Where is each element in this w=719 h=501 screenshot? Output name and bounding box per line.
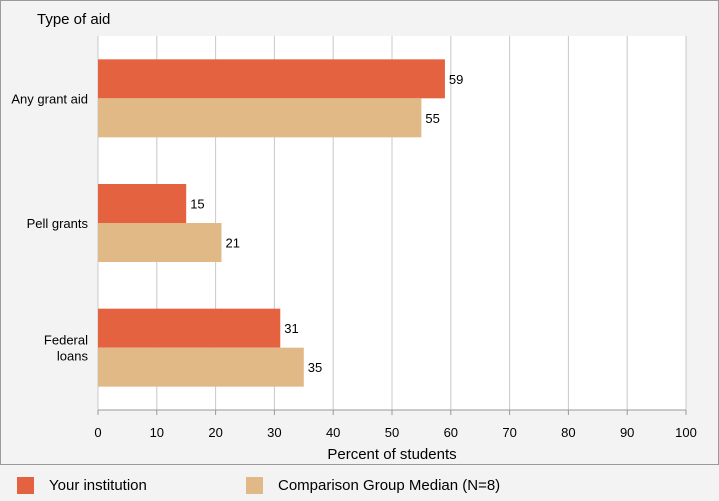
- bars: [98, 59, 445, 387]
- x-tick-label-60: 60: [444, 425, 458, 440]
- x-tick-label-10: 10: [150, 425, 164, 440]
- bar-any-grant-aid-your-institution: [98, 59, 445, 99]
- legend: Your institution Comparison Group Median…: [0, 464, 719, 501]
- legend-swatch-comparison-group: [246, 477, 263, 494]
- x-tick-label-0: 0: [94, 425, 101, 440]
- x-tick-label-40: 40: [326, 425, 340, 440]
- bar-federal-loans-your-institution: [98, 308, 281, 348]
- category-label-federal-loans-line-1: Federal: [44, 333, 88, 348]
- bar-federal-loans-comparison-group-median-n-8: [98, 347, 304, 387]
- data-labels: 59 55 15 21 31 35: [190, 72, 463, 375]
- data-label-federal-loans-your-institution: 31: [284, 321, 298, 336]
- bar-any-grant-aid-comparison-group-median-n-8: [98, 98, 422, 138]
- data-label-any-grant-aid-comparison-group-median-n-8: 55: [425, 111, 439, 126]
- legend-label-comparison-group: Comparison Group Median (N=8): [278, 477, 501, 494]
- x-axis-ticks: 0 10 20 30 40 50 60 70 80 90 100: [94, 410, 697, 440]
- x-tick-label-100: 100: [675, 425, 697, 440]
- x-tick-label-70: 70: [502, 425, 516, 440]
- data-label-pell-grants-comparison-group-median-n-8: 21: [225, 236, 239, 251]
- x-axis-title: Percent of students: [327, 446, 456, 463]
- x-tick-label-30: 30: [267, 425, 281, 440]
- category-label-pell-grants: Pell grants: [27, 216, 89, 231]
- category-label-any-grant-aid: Any grant aid: [11, 91, 88, 106]
- data-label-any-grant-aid-your-institution: 59: [449, 72, 463, 87]
- bar-pell-grants-comparison-group-median-n-8: [98, 223, 222, 262]
- category-label-federal-loans-line-2: loans: [57, 349, 89, 364]
- x-tick-label-90: 90: [620, 425, 634, 440]
- data-label-federal-loans-comparison-group-median-n-8: 35: [308, 360, 322, 375]
- legend-item-your-institution: Your institution: [17, 477, 147, 494]
- y-axis-title: Type of aid: [37, 11, 110, 28]
- legend-item-comparison-group: Comparison Group Median (N=8): [246, 477, 500, 494]
- x-tick-label-20: 20: [208, 425, 222, 440]
- x-tick-label-80: 80: [561, 425, 575, 440]
- bar-chart: 59 55 15 21 31 35 Any grant aid Pell grants Fed…: [11, 11, 697, 463]
- legend-swatch-your-institution: [17, 477, 34, 494]
- x-tick-label-50: 50: [385, 425, 399, 440]
- legend-label-your-institution: Your institution: [49, 477, 147, 494]
- bar-pell-grants-your-institution: [98, 184, 187, 223]
- data-label-pell-grants-your-institution: 15: [190, 197, 204, 212]
